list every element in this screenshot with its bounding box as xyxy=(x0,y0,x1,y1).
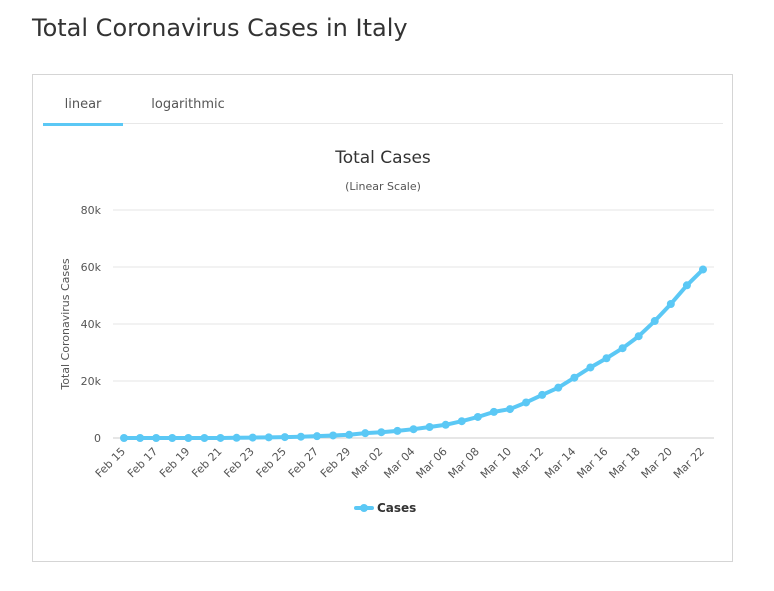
x-tick-label: Feb 23 xyxy=(221,445,256,480)
y-tick-label: 60k xyxy=(81,261,102,274)
tab-logarithmic[interactable]: logarithmic xyxy=(151,97,225,112)
data-point[interactable] xyxy=(184,433,193,442)
tab-linear[interactable]: linear xyxy=(43,75,123,126)
data-point[interactable] xyxy=(136,433,145,442)
data-point[interactable] xyxy=(618,344,627,353)
data-point[interactable] xyxy=(296,432,305,441)
legend-marker xyxy=(360,504,368,512)
data-point[interactable] xyxy=(168,433,177,442)
x-tick-label: Feb 29 xyxy=(318,445,353,480)
y-tick-label: 80k xyxy=(81,204,102,217)
x-tick-label: Feb 21 xyxy=(189,445,224,480)
data-point[interactable] xyxy=(682,281,691,290)
data-point[interactable] xyxy=(345,430,354,439)
x-tick-label: Mar 22 xyxy=(671,445,707,481)
series-line xyxy=(122,267,705,440)
data-point[interactable] xyxy=(522,398,531,407)
data-point[interactable] xyxy=(570,373,579,382)
data-point[interactable] xyxy=(586,363,595,372)
line-chart: Total Cases (Linear Scale) 0 20k 40k 60k 80k… xyxy=(59,148,714,515)
data-point[interactable] xyxy=(313,432,321,441)
y-tick-label: 20k xyxy=(81,375,102,388)
data-point[interactable] xyxy=(264,433,273,442)
data-point[interactable] xyxy=(634,332,643,341)
x-tick-label: Mar 20 xyxy=(639,445,675,481)
x-tick-label: Mar 14 xyxy=(542,445,578,481)
data-point[interactable] xyxy=(666,299,675,308)
data-point[interactable] xyxy=(425,423,434,432)
data-point[interactable] xyxy=(554,383,563,392)
x-tick-label: Mar 08 xyxy=(446,445,482,481)
data-point[interactable] xyxy=(489,407,498,416)
data-point[interactable] xyxy=(377,428,386,437)
data-point[interactable] xyxy=(280,433,289,442)
chart-subtitle: (Linear Scale) xyxy=(345,180,421,193)
chart-title: Total Cases xyxy=(334,148,431,168)
data-point[interactable] xyxy=(538,390,547,399)
data-point[interactable] xyxy=(650,317,659,326)
x-tick-label: Mar 12 xyxy=(510,445,546,481)
data-point[interactable] xyxy=(409,425,418,434)
x-tick-label: Mar 02 xyxy=(349,445,385,481)
series-cases xyxy=(120,265,707,442)
data-point[interactable] xyxy=(200,433,209,442)
data-point[interactable] xyxy=(457,417,466,426)
x-tick-label: Mar 18 xyxy=(607,445,643,481)
data-point[interactable] xyxy=(329,431,338,440)
legend-label-cases: Cases xyxy=(377,501,416,515)
data-point[interactable] xyxy=(441,420,450,429)
x-tick-label: Feb 19 xyxy=(157,445,192,480)
data-point[interactable] xyxy=(393,426,402,435)
data-point[interactable] xyxy=(602,354,611,363)
data-point[interactable] xyxy=(152,433,161,442)
data-point[interactable] xyxy=(248,433,257,442)
grid-lines xyxy=(113,209,714,439)
data-point[interactable] xyxy=(506,405,514,414)
x-tick-label: Mar 10 xyxy=(478,445,514,481)
data-point[interactable] xyxy=(473,412,482,421)
x-tick-label: Mar 04 xyxy=(381,445,417,481)
scale-tabs: linear logarithmic xyxy=(43,75,723,126)
x-tick-label: Mar 16 xyxy=(574,445,610,481)
x-tick-label: Feb 17 xyxy=(125,445,160,480)
data-point[interactable] xyxy=(120,433,128,442)
x-tick-label: Feb 25 xyxy=(254,445,289,480)
y-tick-label: 0 xyxy=(94,432,101,445)
data-point[interactable] xyxy=(361,429,370,438)
data-point[interactable] xyxy=(232,433,241,442)
y-axis-label: Total Coronavirus Cases xyxy=(59,258,72,391)
y-axis-ticks: 0 20k 40k 60k 80k xyxy=(81,204,102,445)
chart-panel: linear logarithmic Total Cases (Linear S… xyxy=(32,74,733,562)
data-point[interactable] xyxy=(216,433,225,442)
x-tick-label: Feb 27 xyxy=(286,445,321,480)
page-title: Total Coronavirus Cases in Italy xyxy=(32,14,408,42)
x-tick-label: Mar 06 xyxy=(414,445,450,481)
x-tick-label: Feb 15 xyxy=(93,445,128,480)
legend[interactable]: Cases xyxy=(354,501,416,515)
y-tick-label: 40k xyxy=(81,318,102,331)
data-point[interactable] xyxy=(699,265,707,274)
